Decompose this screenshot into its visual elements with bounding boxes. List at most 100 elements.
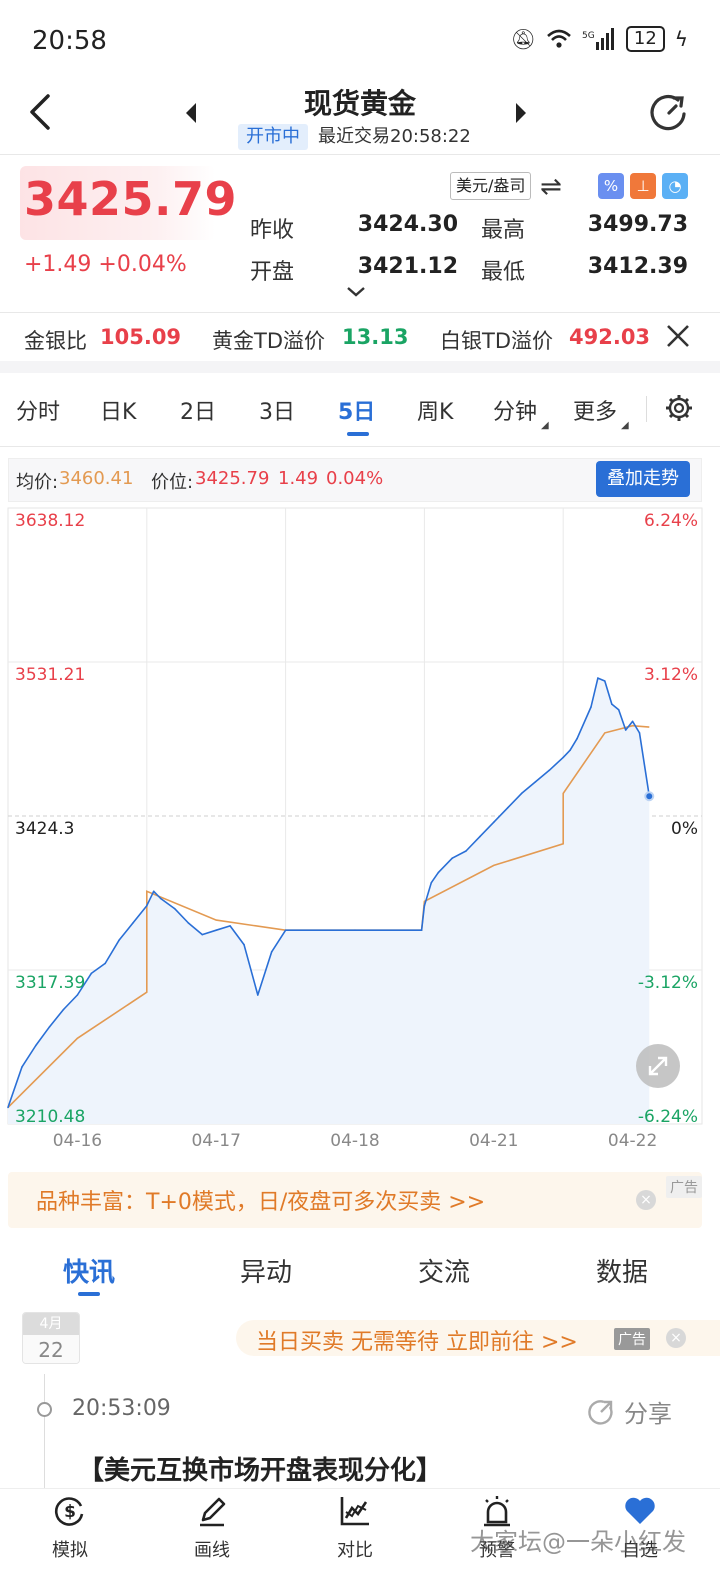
y-tick-label-right: -6.24%: [638, 1107, 698, 1127]
tab-movements[interactable]: 异动: [240, 1258, 293, 1288]
inline-ad-text[interactable]: 当日买卖 无需等待 立即前往 >>: [256, 1330, 578, 1355]
tab-daily-k[interactable]: 日K: [100, 400, 137, 425]
nav-simulate[interactable]: $ 模拟: [20, 1490, 120, 1586]
nav-watchlist[interactable]: 自选: [590, 1490, 690, 1586]
price-point: [76, 994, 79, 996]
battery-indicator: 12: [625, 26, 665, 52]
active-tab-indicator: [78, 1292, 100, 1296]
back-arrow-icon[interactable]: [22, 90, 62, 134]
news-headline[interactable]: 【美元互换市场开盘表现分化】: [78, 1456, 443, 1486]
swap-icon[interactable]: ⇌: [540, 172, 562, 202]
price-point: [548, 769, 551, 772]
tab-2-day[interactable]: 2日: [180, 400, 216, 425]
price-point: [465, 850, 467, 852]
nav-alert[interactable]: 预警: [447, 1490, 547, 1586]
date-day: 22: [23, 1335, 79, 1363]
tab-3-day[interactable]: 3日: [259, 400, 295, 425]
price-area: [8, 678, 650, 1124]
ad-close-icon[interactable]: ×: [666, 1328, 686, 1348]
percent-tool-icon[interactable]: %: [598, 173, 624, 199]
tab-more[interactable]: 更多: [573, 400, 618, 425]
nav-compare[interactable]: 对比: [305, 1490, 405, 1586]
nav-label: 预警: [479, 1540, 515, 1561]
price-point: [159, 897, 162, 900]
tab-minute[interactable]: 分钟: [493, 400, 538, 425]
tab-weekly-k[interactable]: 周K: [417, 400, 454, 425]
y-tick-label-left: 3424.3: [15, 819, 74, 839]
chevron-down-icon[interactable]: [345, 285, 367, 299]
ad-banner-text[interactable]: 品种丰富：T+0模式，日/夜盘可多次买卖 >>: [36, 1190, 486, 1215]
high-label: 最高: [481, 218, 526, 243]
price-point: [493, 821, 495, 823]
price-point: [201, 933, 204, 936]
price-point: [104, 962, 106, 965]
y-tick-label-left: 3210.48: [15, 1107, 85, 1127]
ad-banner[interactable]: [8, 1172, 702, 1228]
signal-icon: 5G: [582, 28, 614, 50]
nav-label: 画线: [194, 1540, 230, 1561]
prev-close-label: 昨收: [250, 218, 295, 243]
gold-td-premium-label: 黄金TD溢价: [212, 329, 325, 353]
price-point: [270, 951, 273, 953]
share-label: 分享: [624, 1400, 672, 1428]
dollar-cycle-icon: $: [54, 1497, 84, 1526]
refresh-icon[interactable]: [648, 92, 690, 134]
tower-tool-icon[interactable]: ⊥: [630, 173, 656, 199]
share-button[interactable]: 分享: [586, 1394, 672, 1429]
price-chart[interactable]: 3638.12 3531.21 3424.3 3317.39 3210.48 6.24% 3…: [0, 502, 720, 1152]
low-label: 最低: [481, 260, 526, 285]
price-point: [590, 706, 592, 708]
overlay-trend-button[interactable]: 叠加走势: [596, 461, 690, 497]
pen-icon: [200, 1497, 226, 1527]
price-point: [617, 709, 620, 711]
ad-tag: 广告: [614, 1328, 650, 1350]
y-tick-label-left: 3317.39: [15, 973, 85, 993]
price-point: [7, 1106, 9, 1109]
previous-instrument-icon[interactable]: [182, 100, 200, 126]
divider: [0, 312, 720, 313]
divider: [0, 154, 720, 155]
close-icon[interactable]: [664, 322, 692, 350]
current-price: 3425.79: [24, 172, 238, 226]
price-point: [62, 1008, 65, 1011]
open-value: 3421.12: [357, 254, 458, 279]
status-icons: 🔕︎ 5G 12 ϟ: [511, 26, 688, 52]
price-point: [21, 1066, 23, 1068]
pie-tool-icon[interactable]: ◔: [662, 173, 688, 199]
fullscreen-button[interactable]: [636, 1044, 680, 1088]
price-point: [35, 1044, 37, 1047]
price-point: [611, 703, 613, 705]
avg-price-value: 3460.41: [59, 468, 134, 489]
y-tick-label-right: 6.24%: [644, 511, 698, 531]
x-tick-label: 04-21: [469, 1131, 518, 1151]
gear-icon[interactable]: [664, 393, 694, 423]
last-trade-time: 最近交易20:58:22: [318, 126, 471, 147]
currency-unit-button[interactable]: 美元/盎司: [450, 172, 532, 200]
tab-intraday[interactable]: 分时: [16, 400, 61, 425]
svg-text:5G: 5G: [582, 31, 595, 41]
nav-label: 对比: [337, 1540, 373, 1561]
price-highlight: [20, 166, 215, 240]
price-point: [562, 756, 564, 759]
open-label: 开盘: [250, 260, 295, 285]
high-value: 3499.73: [587, 212, 688, 237]
tab-data[interactable]: 数据: [596, 1258, 649, 1288]
price-point: [243, 943, 245, 946]
price-point: [479, 835, 481, 838]
tab-discussion[interactable]: 交流: [418, 1258, 471, 1288]
nav-draw[interactable]: 画线: [162, 1490, 262, 1586]
x-tick-label: 04-22: [608, 1131, 657, 1151]
price-point: [132, 922, 134, 924]
divider: [0, 446, 720, 447]
tab-5-day[interactable]: 5日: [338, 400, 376, 425]
next-instrument-icon[interactable]: [512, 100, 530, 126]
tab-flash-news[interactable]: 快讯: [63, 1258, 116, 1288]
price-point: [187, 922, 190, 924]
gold-td-premium-value: 13.13: [342, 325, 409, 349]
price-point: [506, 807, 509, 809]
y-tick-label-right: -3.12%: [638, 973, 698, 993]
ad-close-icon[interactable]: ×: [636, 1190, 656, 1210]
x-tick-label: 04-18: [330, 1131, 379, 1151]
ratio-strip: [0, 313, 720, 361]
dropdown-triangle-icon: ◢: [541, 420, 549, 431]
